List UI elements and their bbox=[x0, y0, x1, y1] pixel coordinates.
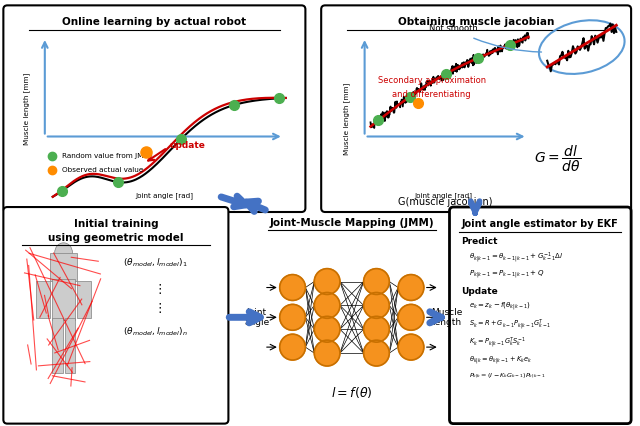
Text: Predict: Predict bbox=[461, 237, 498, 246]
Text: Secondary approximation: Secondary approximation bbox=[378, 76, 486, 85]
Text: $e_k = z_k - f(\theta_{k|k-1})$: $e_k = z_k - f(\theta_{k|k-1})$ bbox=[469, 300, 531, 312]
Text: Joint angle estimator by EKF: Joint angle estimator by EKF bbox=[462, 219, 619, 229]
Text: Obtaining muscle jacobian: Obtaining muscle jacobian bbox=[398, 17, 554, 27]
Text: Joint angle [rad]: Joint angle [rad] bbox=[415, 193, 472, 199]
Circle shape bbox=[314, 269, 340, 294]
Text: G(muscle jacobian): G(muscle jacobian) bbox=[398, 197, 493, 207]
Bar bbox=[36, 281, 50, 318]
Circle shape bbox=[364, 293, 389, 318]
Text: Random value from JMM: Random value from JMM bbox=[61, 153, 149, 159]
Text: $K_k = P_{k|k-1}G^T_k S^{-1}_k$: $K_k = P_{k|k-1}G^T_k S^{-1}_k$ bbox=[469, 336, 526, 350]
Text: Muscle length [mm]: Muscle length [mm] bbox=[24, 72, 31, 145]
Circle shape bbox=[398, 334, 424, 360]
Circle shape bbox=[398, 275, 424, 300]
Text: $l = f(\theta)$: $l = f(\theta)$ bbox=[331, 386, 372, 400]
Text: using geometric model: using geometric model bbox=[48, 233, 184, 243]
Text: Observed actual value: Observed actual value bbox=[61, 167, 143, 173]
Text: $P_{k|k-1} = P_{k-1|k-1} + Q$: $P_{k|k-1} = P_{k-1|k-1} + Q$ bbox=[469, 269, 545, 280]
Text: $(\theta_{model}, l_{model})_1$: $(\theta_{model}, l_{model})_1$ bbox=[123, 256, 188, 269]
Text: Online learning by actual robot: Online learning by actual robot bbox=[62, 17, 246, 27]
Text: Joint-Muscle Mapping (JMM): Joint-Muscle Mapping (JMM) bbox=[269, 218, 434, 228]
Circle shape bbox=[398, 305, 424, 330]
Circle shape bbox=[314, 340, 340, 366]
Text: $\vdots$: $\vdots$ bbox=[153, 282, 162, 296]
Text: Joint
angle: Joint angle bbox=[244, 308, 269, 327]
Text: Update: Update bbox=[461, 287, 498, 296]
Text: Muscle length [mm]: Muscle length [mm] bbox=[344, 83, 350, 155]
Bar bbox=[50, 253, 77, 281]
Bar bbox=[52, 318, 63, 373]
Text: $(\theta_{model}, l_{model})_n$: $(\theta_{model}, l_{model})_n$ bbox=[123, 326, 188, 339]
Text: and differentiating: and differentiating bbox=[392, 90, 471, 99]
FancyBboxPatch shape bbox=[449, 207, 631, 423]
Text: Not smooth: Not smooth bbox=[429, 24, 477, 33]
Text: $\vdots$: $\vdots$ bbox=[153, 301, 162, 315]
FancyBboxPatch shape bbox=[3, 207, 228, 423]
Circle shape bbox=[364, 317, 389, 342]
Text: $\theta_{k|k-1} = \theta_{k-1|k-1} + G^{-1}_{k-1}\Delta l$: $\theta_{k|k-1} = \theta_{k-1|k-1} + G^{… bbox=[469, 251, 564, 265]
Circle shape bbox=[280, 275, 305, 300]
Text: $P_{k|k} = (I - K_k G_{k-1})P_{k|k-1}$: $P_{k|k} = (I - K_k G_{k-1})P_{k|k-1}$ bbox=[469, 372, 546, 380]
Circle shape bbox=[314, 293, 340, 318]
Bar bbox=[65, 318, 76, 373]
Text: $\theta_{k|k} = \theta_{k|k-1} + K_k e_k$: $\theta_{k|k} = \theta_{k|k-1} + K_k e_k… bbox=[469, 354, 532, 366]
Text: Muscle
length: Muscle length bbox=[431, 308, 462, 327]
Text: Initial training: Initial training bbox=[74, 219, 158, 229]
Text: update: update bbox=[170, 141, 205, 150]
Bar bbox=[52, 279, 76, 320]
Circle shape bbox=[314, 317, 340, 342]
Circle shape bbox=[280, 305, 305, 330]
Text: $S_k = R + G_{k-1}P_{k|k-1}G^T_{k-1}$: $S_k = R + G_{k-1}P_{k|k-1}G^T_{k-1}$ bbox=[469, 318, 552, 332]
Circle shape bbox=[364, 340, 389, 366]
Text: Joint angle [rad]: Joint angle [rad] bbox=[135, 193, 193, 199]
Bar bbox=[77, 281, 92, 318]
FancyBboxPatch shape bbox=[3, 6, 305, 212]
FancyBboxPatch shape bbox=[321, 6, 631, 212]
Circle shape bbox=[364, 269, 389, 294]
Circle shape bbox=[280, 334, 305, 360]
Text: $G = \dfrac{dl}{d\theta}$: $G = \dfrac{dl}{d\theta}$ bbox=[534, 143, 580, 173]
Ellipse shape bbox=[54, 243, 72, 263]
